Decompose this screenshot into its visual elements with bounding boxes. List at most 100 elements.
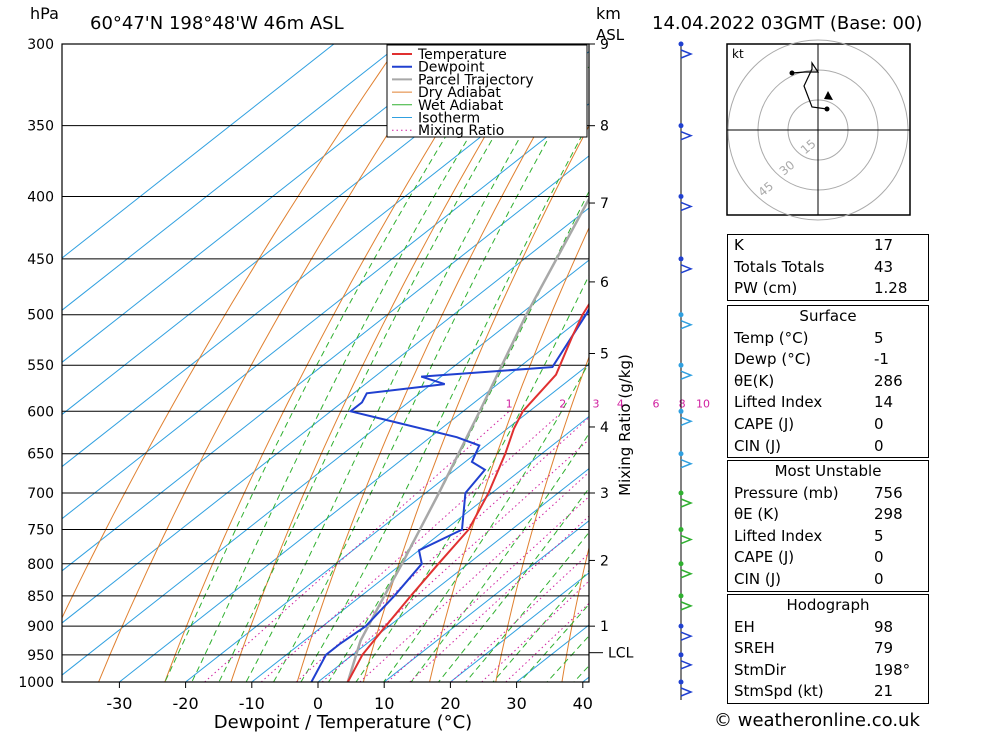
- wind-profile: [678, 41, 694, 700]
- index-label: PW (cm): [734, 279, 798, 298]
- legend-entry: Dewpoint: [418, 60, 485, 76]
- km-tick-label: 6: [600, 275, 609, 291]
- surface-label: CIN (J): [734, 436, 782, 455]
- mu-row: CIN (J) 0: [728, 569, 928, 591]
- mu-row: θE (K) 298: [728, 504, 928, 526]
- x-tick-label: 0: [313, 694, 323, 713]
- mu-label: CIN (J): [734, 569, 782, 588]
- pressure-tick-label: 850: [27, 589, 54, 605]
- x-tick-label: 40: [573, 694, 593, 713]
- mu-value: 0: [874, 548, 884, 567]
- mixing-ratio-line: [450, 552, 589, 682]
- legend-entry: Wet Adiabat: [418, 98, 504, 114]
- x-tick-label: -20: [173, 694, 199, 713]
- km-tick-label: 2: [600, 553, 609, 569]
- wet-adiabat-line: [382, 361, 589, 682]
- isotherm-line: [62, 44, 401, 311]
- wind-level-dot: [678, 679, 684, 685]
- surface-label: Lifted Index: [734, 393, 823, 412]
- hodo-row: EH 98: [728, 617, 928, 639]
- pressure-tick-label: 350: [27, 119, 54, 135]
- index-label: Totals Totals: [734, 257, 825, 276]
- mu-label: Pressure (mb): [734, 483, 839, 502]
- dry-adiabat-line: [561, 545, 589, 682]
- pressure-tick-label: 800: [27, 557, 54, 573]
- surface-value: 286: [874, 371, 903, 390]
- x-axis-label: Dewpoint / Temperature (°C): [214, 712, 472, 733]
- hodo-row: StmSpd (kt) 21: [728, 681, 928, 703]
- hodo-label: SREH: [734, 639, 775, 658]
- wind-level-dot: [678, 593, 684, 599]
- surface-value: 14: [874, 393, 894, 412]
- hodo-value: 98: [874, 617, 894, 636]
- isotherm-line: [62, 44, 335, 259]
- mu-label: θE (K): [734, 505, 779, 524]
- isobars: 300 350 400 450 500 550 600 650 700 750 800 850 900 9…: [18, 37, 589, 691]
- most-unstable-table: Most Unstable Pressure (mb) 756 θE (K) 298 L…: [727, 460, 929, 592]
- wet-adiabat-line: [465, 531, 589, 682]
- x-tick-label: -30: [106, 694, 132, 713]
- storm-motion-arrow: [824, 91, 833, 100]
- isotherm-line: [62, 155, 589, 572]
- index-value: 17: [874, 236, 894, 254]
- hodo-label: StmDir: [734, 660, 786, 679]
- legend-entry: Dry Adiabat: [418, 85, 501, 101]
- surface-value: 0: [874, 436, 884, 455]
- hpa-label: hPa: [30, 4, 59, 23]
- wet-adiabat-line: [519, 603, 589, 682]
- dewpoint-line: [310, 307, 589, 682]
- wet-adiabat-line: [272, 65, 589, 682]
- dry-adiabat-line: [164, 44, 494, 682]
- asl-label: ASL: [596, 26, 625, 44]
- legend-entry: Temperature: [417, 47, 507, 63]
- km-tick-label: 8: [600, 119, 609, 135]
- mixing-ratio-line: [359, 471, 589, 682]
- hodo-row: SREH 79: [728, 638, 928, 660]
- dry-adiabat-line: [296, 44, 588, 682]
- wet-adiabat-line: [546, 635, 589, 682]
- hodograph-end-dot: [789, 70, 795, 76]
- wind-level-dot: [678, 652, 684, 658]
- wind-level-dot: [678, 623, 684, 629]
- mu-row: Lifted Index 5: [728, 526, 928, 548]
- hodo-value: 198°: [874, 660, 911, 679]
- surface-row: θE(K) 286: [728, 371, 928, 393]
- mixing-ratio-value-label: 3: [592, 397, 599, 410]
- wind-barb: [680, 459, 694, 469]
- wind-barb: [680, 370, 694, 380]
- km-tick-label: 5: [600, 347, 609, 363]
- mixing-ratio-axis-label: Mixing Ratio (g/kg): [616, 354, 634, 496]
- surface-label: CAPE (J): [734, 414, 795, 433]
- hodograph-start-dot: [824, 106, 830, 112]
- pressure-tick-label: 550: [27, 358, 54, 374]
- legend-entry: Parcel Trajectory: [418, 72, 534, 88]
- mixing-ratio-line: [295, 416, 589, 682]
- x-tick-label: 10: [374, 694, 394, 713]
- wind-barb: [680, 130, 694, 141]
- hodo-value: 21: [874, 682, 894, 701]
- axes: -30 -20 -10 0 10 20 30 40 Dewpoint / Temperature…: [106, 37, 634, 733]
- wind-barb: [680, 534, 694, 545]
- lcl-label: LCL: [608, 646, 634, 662]
- mixing-ratio-value-label: 1: [506, 397, 513, 410]
- surface-row: CAPE (J) 0: [728, 414, 928, 436]
- wind-barb: [680, 319, 694, 330]
- mixing-ratio-line: [387, 495, 589, 682]
- isotherm-line: [62, 259, 589, 676]
- isotherm-line: [62, 44, 468, 363]
- index-value: 1.28: [874, 279, 908, 298]
- datetime-title: 14.04.2022 03GMT (Base: 00): [652, 13, 923, 34]
- km-tick-label: 3: [600, 486, 609, 502]
- isotherm-line: [317, 467, 589, 682]
- credit-text[interactable]: © weatheronline.co.uk: [714, 710, 920, 731]
- hodograph-unit-label: kt: [732, 47, 744, 61]
- hodo-value: 79: [874, 639, 894, 658]
- surface-row: Lifted Index 14: [728, 392, 928, 414]
- isotherm-line: [250, 415, 589, 682]
- pressure-tick-label: 450: [27, 252, 54, 268]
- mu-label: Lifted Index: [734, 526, 823, 545]
- mu-value: 5: [874, 526, 884, 545]
- wind-barb: [680, 687, 694, 697]
